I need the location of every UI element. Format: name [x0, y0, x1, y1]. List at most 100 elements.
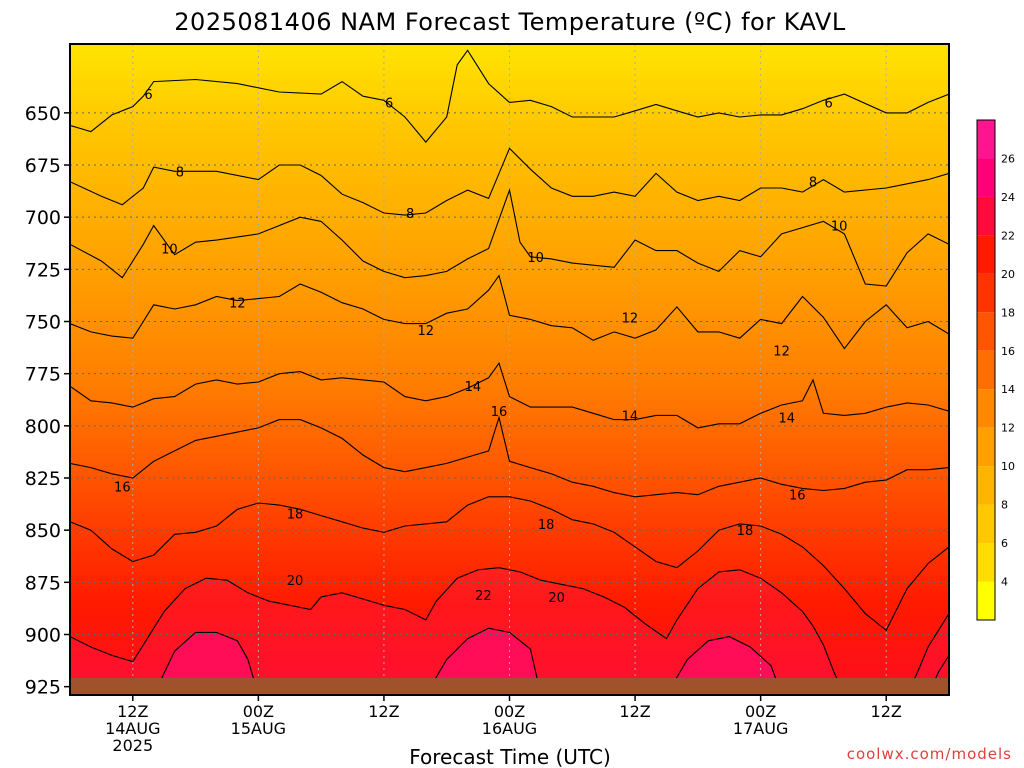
x-tick-label-18-1: 15AUG — [231, 719, 286, 738]
svg-text:14: 14 — [779, 411, 796, 426]
colorbar-tick-24: 24 — [1001, 191, 1015, 204]
svg-text:10: 10 — [527, 251, 544, 266]
x-tick-label-6-0: 12Z — [117, 702, 148, 721]
colorbar-tick-20: 20 — [1001, 268, 1015, 281]
colorbar-segment-7 — [977, 312, 995, 351]
contour-label-16: 16 — [114, 480, 131, 495]
svg-text:18: 18 — [737, 524, 754, 539]
x-tick-label-42-0: 00Z — [494, 702, 525, 721]
contour-label-14: 14 — [622, 409, 639, 424]
svg-text:6: 6 — [385, 96, 393, 111]
svg-text:14: 14 — [622, 409, 639, 424]
svg-text:16: 16 — [789, 489, 806, 504]
contour-label-10: 10 — [527, 251, 544, 266]
y-tick-label-675: 675 — [25, 155, 61, 177]
contour-label-8: 8 — [809, 176, 817, 191]
colorbar-segment-11 — [977, 158, 995, 197]
contour-label-16: 16 — [491, 405, 508, 420]
svg-text:16: 16 — [491, 405, 508, 420]
svg-text:12: 12 — [229, 297, 246, 312]
svg-text:12: 12 — [773, 345, 790, 360]
colorbar-tick-16: 16 — [1001, 345, 1015, 358]
svg-text:14: 14 — [465, 380, 482, 395]
x-tick-label-30-0: 12Z — [368, 702, 399, 721]
svg-text:18: 18 — [538, 518, 555, 533]
y-tick-label-650: 650 — [25, 103, 61, 125]
colorbar-tick-4: 4 — [1001, 576, 1008, 589]
svg-text:8: 8 — [406, 207, 414, 222]
isotherm-16-5 — [70, 415, 949, 498]
contour-label-12: 12 — [622, 311, 639, 326]
contour-label-16: 16 — [789, 489, 806, 504]
contour-label-12: 12 — [229, 297, 246, 312]
contour-label-6: 6 — [144, 88, 152, 103]
contour-label-14: 14 — [465, 380, 482, 395]
isotherm-22-10 — [425, 627, 542, 695]
x-tick-label-42-1: 16AUG — [482, 719, 537, 738]
isotherm-14-4 — [70, 361, 949, 429]
ground-below-surface — [70, 678, 949, 695]
colorbar-tick-10: 10 — [1001, 460, 1015, 473]
colorbar-segment-4 — [977, 427, 995, 467]
svg-text:20: 20 — [287, 574, 304, 589]
x-tick-label-78-0: 12Z — [871, 702, 902, 721]
colorbar-segment-10 — [977, 196, 995, 236]
contour-label-14: 14 — [779, 411, 796, 426]
y-tick-label-900: 900 — [25, 624, 61, 646]
x-tick-label-66-0: 00Z — [745, 702, 776, 721]
y-tick-label-775: 775 — [25, 364, 61, 386]
svg-text:6: 6 — [825, 96, 833, 111]
contour-label-18: 18 — [737, 524, 754, 539]
contour-label-20: 20 — [287, 574, 304, 589]
svg-text:8: 8 — [176, 165, 184, 180]
y-axis: 650 675 700 725 750 775 800 825 850 875 900 925 — [25, 103, 70, 699]
colorbar-segment-6 — [977, 350, 995, 390]
y-tick-label-825: 825 — [25, 468, 61, 490]
x-tick-label-18-0: 00Z — [243, 702, 274, 721]
x-axis-title: Forecast Time (UTC) — [409, 745, 611, 768]
colorbar-segment-12 — [977, 120, 995, 159]
isotherm-22-9 — [153, 631, 259, 695]
colorbar-tick-8: 8 — [1001, 499, 1008, 512]
isotherm-22-11 — [666, 636, 783, 695]
isotherm-6-0 — [70, 49, 949, 143]
colorbar: 4 6 8 10 12 14 16 18 20 22 24 26 — [976, 119, 1015, 621]
x-tick-label-54-0: 12Z — [619, 702, 650, 721]
contour-label-12: 12 — [773, 345, 790, 360]
svg-text:12: 12 — [622, 311, 639, 326]
y-tick-label-750: 750 — [25, 312, 61, 334]
contour-label-10: 10 — [161, 242, 178, 257]
svg-text:10: 10 — [161, 242, 178, 257]
colorbar-segment-5 — [977, 389, 995, 428]
colorbar-segment-1 — [977, 543, 995, 582]
contour-label-6: 6 — [825, 96, 833, 111]
colorbar-tick-18: 18 — [1001, 306, 1015, 319]
contour-label-12: 12 — [418, 324, 435, 339]
y-tick-label-700: 700 — [25, 207, 61, 229]
y-tick-label-925: 925 — [25, 677, 61, 699]
isotherm-20-7 — [70, 567, 845, 695]
svg-text:12: 12 — [418, 324, 435, 339]
x-tick-label-6-2: 2025 — [112, 736, 153, 755]
svg-text:8: 8 — [809, 176, 817, 191]
colorbar-segment-9 — [977, 235, 995, 274]
colorbar-tick-22: 22 — [1001, 229, 1015, 242]
y-tick-label-725: 725 — [25, 259, 61, 281]
isotherm-contours — [70, 49, 949, 695]
gridlines — [70, 44, 949, 695]
colorbar-frame — [976, 119, 996, 621]
svg-text:10: 10 — [831, 220, 848, 235]
warm-layer-1 — [907, 613, 949, 695]
x-tick-label-66-1: 17AUG — [733, 719, 788, 738]
x-tick-label-6-1: 14AUG — [105, 719, 160, 738]
isotherm-8-1 — [70, 147, 949, 216]
contour-label-8: 8 — [176, 165, 184, 180]
svg-text:16: 16 — [114, 480, 131, 495]
colorbar-tick-14: 14 — [1001, 383, 1015, 396]
credit-link[interactable]: coolwx.com/models — [847, 745, 1012, 763]
isotherm-10-2 — [70, 188, 949, 287]
contour-label-8: 8 — [406, 207, 414, 222]
chart-title: 2025081406 NAM Forecast Temperature (ºC)… — [174, 8, 846, 36]
svg-text:20: 20 — [548, 591, 565, 606]
